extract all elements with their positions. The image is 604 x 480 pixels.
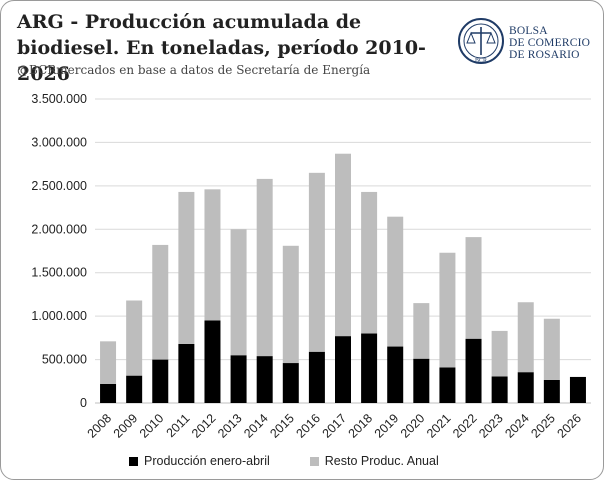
legend-label-resto: Resto Produc. Anual <box>324 454 439 468</box>
y-tick-label: 500.000 <box>42 353 87 367</box>
x-tick-label: 2011 <box>164 411 193 440</box>
x-tick-label: 2015 <box>267 411 297 441</box>
bar-resto-2025 <box>543 318 560 380</box>
bar-resto-2020 <box>413 303 430 359</box>
bars <box>100 153 586 403</box>
logo-seal-text: BCR <box>475 58 487 64</box>
bar-resto-2017 <box>335 153 351 337</box>
x-tick-label: 2017 <box>320 411 350 441</box>
bar-produccion-2022 <box>465 338 482 403</box>
logo-line-3: DE ROSARIO <box>509 49 580 61</box>
y-tick-label: 3.000.000 <box>31 135 87 149</box>
x-tick-label: 2021 <box>424 411 454 441</box>
bar-resto-2013 <box>230 229 247 356</box>
bcr-logo-seal: BCR <box>458 18 504 64</box>
bar-produccion-2012 <box>204 320 221 403</box>
bar-produccion-2016 <box>308 351 325 403</box>
bar-produccion-2026 <box>569 376 586 403</box>
x-tick-label: 2024 <box>502 411 532 441</box>
y-tick-label: 2.500.000 <box>31 179 87 193</box>
x-tick-label: 2008 <box>85 411 115 441</box>
chart-subtitle: @BCRmercados en base a datos de Secretar… <box>17 63 371 77</box>
bar-resto-2016 <box>308 172 325 352</box>
legend-swatch-resto <box>309 456 319 466</box>
x-tick-label: 2023 <box>476 411 506 441</box>
x-tick-label: 2014 <box>241 411 271 441</box>
legend: Producción enero-abril Resto Produc. Anu… <box>129 454 439 468</box>
y-tick-label: 1.000.000 <box>31 309 87 323</box>
bar-resto-2012 <box>204 189 221 321</box>
logo-line-1: BOLSA <box>509 25 548 37</box>
bar-resto-2014 <box>256 178 273 357</box>
chart-title: ARG - Producción acumulada de biodiesel.… <box>17 11 426 85</box>
bar-produccion-2014 <box>256 356 273 403</box>
bar-produccion-2025 <box>543 379 560 403</box>
x-tick-label: 2016 <box>293 411 323 441</box>
x-tick-label: 2012 <box>189 411 219 441</box>
logo-line-2: DE COMERCIO <box>509 37 591 49</box>
y-tick-label: 0 <box>80 396 87 410</box>
legend-item-produccion: Producción enero-abril <box>129 454 270 468</box>
bar-produccion-2018 <box>361 333 378 403</box>
bar-resto-2021 <box>439 252 456 368</box>
bcr-logo-text: BOLSA DE COMERCIO DE ROSARIO <box>509 25 590 61</box>
bar-produccion-2008 <box>100 383 117 403</box>
x-tick-label: 2026 <box>555 411 585 441</box>
bar-resto-2009 <box>126 300 143 376</box>
bar-produccion-2021 <box>439 367 456 403</box>
y-tick-label: 1.500.000 <box>31 266 87 280</box>
x-tick-label: 2022 <box>450 411 480 441</box>
bar-produccion-2019 <box>387 346 404 403</box>
bar-resto-2024 <box>517 302 534 373</box>
x-tick-label: 2020 <box>398 411 428 441</box>
bar-produccion-2015 <box>282 363 299 403</box>
bar-produccion-2017 <box>335 336 351 403</box>
bar-produccion-2009 <box>126 375 143 403</box>
x-axis: 2008200920102011201220132014201520162017… <box>85 411 584 441</box>
legend-label-produccion: Producción enero-abril <box>144 454 270 468</box>
bar-resto-2022 <box>465 237 482 339</box>
bar-produccion-2011 <box>178 343 195 403</box>
x-tick-label: 2009 <box>111 411 141 441</box>
bar-resto-2023 <box>491 330 508 377</box>
legend-item-resto: Resto Produc. Anual <box>309 454 439 468</box>
bar-resto-2019 <box>387 216 404 347</box>
bar-resto-2018 <box>361 191 378 334</box>
bar-produccion-2024 <box>517 372 534 403</box>
x-tick-label: 2019 <box>372 411 402 441</box>
y-tick-label: 2.000.000 <box>31 222 87 236</box>
bar-resto-2010 <box>152 244 169 360</box>
bar-resto-2015 <box>282 245 299 364</box>
bar-resto-2011 <box>178 191 195 344</box>
x-tick-label: 2025 <box>528 411 558 441</box>
y-axis: 0 500.000 1.000.000 1.500.000 2.000.000 2.500… <box>31 92 87 410</box>
bar-produccion-2013 <box>230 355 247 403</box>
bar-resto-2008 <box>100 341 117 384</box>
x-tick-label: 2010 <box>137 411 167 441</box>
x-tick-label: 2018 <box>346 411 376 441</box>
legend-swatch-produccion <box>129 456 138 466</box>
bar-produccion-2020 <box>413 358 430 403</box>
bar-produccion-2010 <box>152 359 169 403</box>
bar-produccion-2023 <box>491 376 508 403</box>
y-tick-label: 3.500.000 <box>31 92 87 106</box>
x-tick-label: 2013 <box>215 411 245 441</box>
